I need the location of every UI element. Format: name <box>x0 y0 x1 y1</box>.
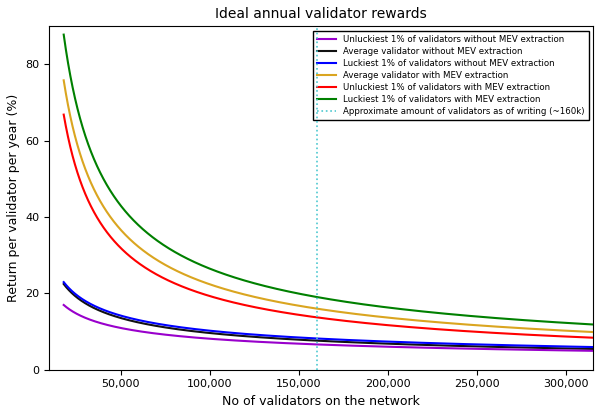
Average validator with MEV extraction <box>60 78 67 83</box>
Luckiest 1% of validators with MEV extraction <box>242 278 250 283</box>
Approximate amount of validators as of writing (~160k) <box>313 367 320 372</box>
Average validator without MEV extraction <box>332 339 339 344</box>
Luckiest 1% of validators with MEV extraction <box>332 298 339 303</box>
Luckiest 1% of validators without MEV extraction <box>216 329 223 334</box>
Average validator without MEV extraction <box>403 342 410 347</box>
Line: Unluckiest 1% of validators without MEV extraction: Unluckiest 1% of validators without MEV … <box>64 305 593 351</box>
Unluckiest 1% of validators with MEV extraction <box>589 335 596 340</box>
Average validator with MEV extraction <box>242 292 250 297</box>
Luckiest 1% of validators without MEV extraction <box>332 337 339 342</box>
Line: Average validator with MEV extraction: Average validator with MEV extraction <box>64 81 593 332</box>
Line: Average validator without MEV extraction: Average validator without MEV extraction <box>64 284 593 349</box>
Legend: Unluckiest 1% of validators without MEV extraction, Average validator without ME: Unluckiest 1% of validators without MEV … <box>313 31 589 120</box>
Luckiest 1% of validators with MEV extraction <box>403 307 410 312</box>
Luckiest 1% of validators without MEV extraction <box>589 344 596 349</box>
Average validator without MEV extraction <box>437 343 445 348</box>
Line: Luckiest 1% of validators with MEV extraction: Luckiest 1% of validators with MEV extra… <box>64 34 593 325</box>
Average validator with MEV extraction <box>454 321 461 326</box>
Unluckiest 1% of validators without MEV extraction <box>403 345 410 350</box>
Unluckiest 1% of validators with MEV extraction <box>60 112 67 117</box>
Unluckiest 1% of validators with MEV extraction <box>437 327 445 332</box>
Unluckiest 1% of validators without MEV extraction <box>60 303 67 308</box>
Luckiest 1% of validators with MEV extraction <box>60 32 67 37</box>
Average validator without MEV extraction <box>60 281 67 286</box>
Luckiest 1% of validators with MEV extraction <box>216 270 223 275</box>
Line: Unluckiest 1% of validators with MEV extraction: Unluckiest 1% of validators with MEV ext… <box>64 115 593 338</box>
Line: Luckiest 1% of validators without MEV extraction: Luckiest 1% of validators without MEV ex… <box>64 282 593 347</box>
Average validator with MEV extraction <box>589 330 596 334</box>
Luckiest 1% of validators without MEV extraction <box>454 342 461 347</box>
Y-axis label: Return per validator per year (%): Return per validator per year (%) <box>7 94 20 302</box>
Luckiest 1% of validators without MEV extraction <box>60 280 67 285</box>
Title: Ideal annual validator rewards: Ideal annual validator rewards <box>215 7 427 21</box>
Unluckiest 1% of validators with MEV extraction <box>403 324 410 329</box>
Unluckiest 1% of validators without MEV extraction <box>454 346 461 351</box>
Luckiest 1% of validators with MEV extraction <box>589 322 596 327</box>
Unluckiest 1% of validators without MEV extraction <box>216 337 223 342</box>
Unluckiest 1% of validators with MEV extraction <box>332 317 339 322</box>
Average validator without MEV extraction <box>589 347 596 352</box>
Average validator with MEV extraction <box>403 317 410 322</box>
Luckiest 1% of validators without MEV extraction <box>437 341 445 346</box>
Average validator without MEV extraction <box>454 344 461 349</box>
X-axis label: No of validators on the network: No of validators on the network <box>222 395 420 408</box>
Average validator with MEV extraction <box>332 309 339 314</box>
Average validator without MEV extraction <box>216 332 223 337</box>
Unluckiest 1% of validators without MEV extraction <box>242 339 250 344</box>
Unluckiest 1% of validators with MEV extraction <box>216 296 223 301</box>
Average validator without MEV extraction <box>242 334 250 339</box>
Average validator with MEV extraction <box>216 285 223 290</box>
Average validator with MEV extraction <box>437 320 445 325</box>
Luckiest 1% of validators with MEV extraction <box>454 312 461 317</box>
Approximate amount of validators as of writing (~160k) <box>313 364 320 369</box>
Luckiest 1% of validators without MEV extraction <box>242 332 250 337</box>
Unluckiest 1% of validators with MEV extraction <box>242 303 250 308</box>
Unluckiest 1% of validators without MEV extraction <box>332 343 339 348</box>
Unluckiest 1% of validators without MEV extraction <box>437 346 445 351</box>
Luckiest 1% of validators without MEV extraction <box>403 340 410 345</box>
Unluckiest 1% of validators with MEV extraction <box>454 328 461 333</box>
Unluckiest 1% of validators without MEV extraction <box>589 348 596 353</box>
Luckiest 1% of validators with MEV extraction <box>437 311 445 316</box>
